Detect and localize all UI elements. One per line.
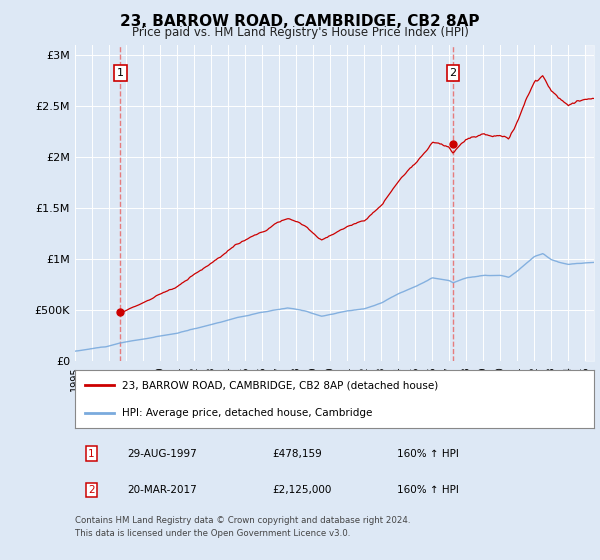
Text: 29-AUG-1997: 29-AUG-1997 (127, 449, 197, 459)
Text: 1: 1 (117, 68, 124, 78)
Text: 23, BARROW ROAD, CAMBRIDGE, CB2 8AP (detached house): 23, BARROW ROAD, CAMBRIDGE, CB2 8AP (det… (122, 380, 438, 390)
Text: 160% ↑ HPI: 160% ↑ HPI (397, 449, 458, 459)
Text: 2: 2 (449, 68, 457, 78)
Text: 160% ↑ HPI: 160% ↑ HPI (397, 485, 458, 495)
Text: 2: 2 (88, 485, 95, 495)
Text: This data is licensed under the Open Government Licence v3.0.: This data is licensed under the Open Gov… (75, 529, 350, 538)
Text: 1: 1 (88, 449, 95, 459)
Text: Contains HM Land Registry data © Crown copyright and database right 2024.: Contains HM Land Registry data © Crown c… (75, 516, 410, 525)
Text: £2,125,000: £2,125,000 (272, 485, 332, 495)
Text: £478,159: £478,159 (272, 449, 322, 459)
Text: 20-MAR-2017: 20-MAR-2017 (127, 485, 197, 495)
Text: Price paid vs. HM Land Registry's House Price Index (HPI): Price paid vs. HM Land Registry's House … (131, 26, 469, 39)
Text: HPI: Average price, detached house, Cambridge: HPI: Average price, detached house, Camb… (122, 408, 372, 418)
Text: 23, BARROW ROAD, CAMBRIDGE, CB2 8AP: 23, BARROW ROAD, CAMBRIDGE, CB2 8AP (120, 14, 480, 29)
